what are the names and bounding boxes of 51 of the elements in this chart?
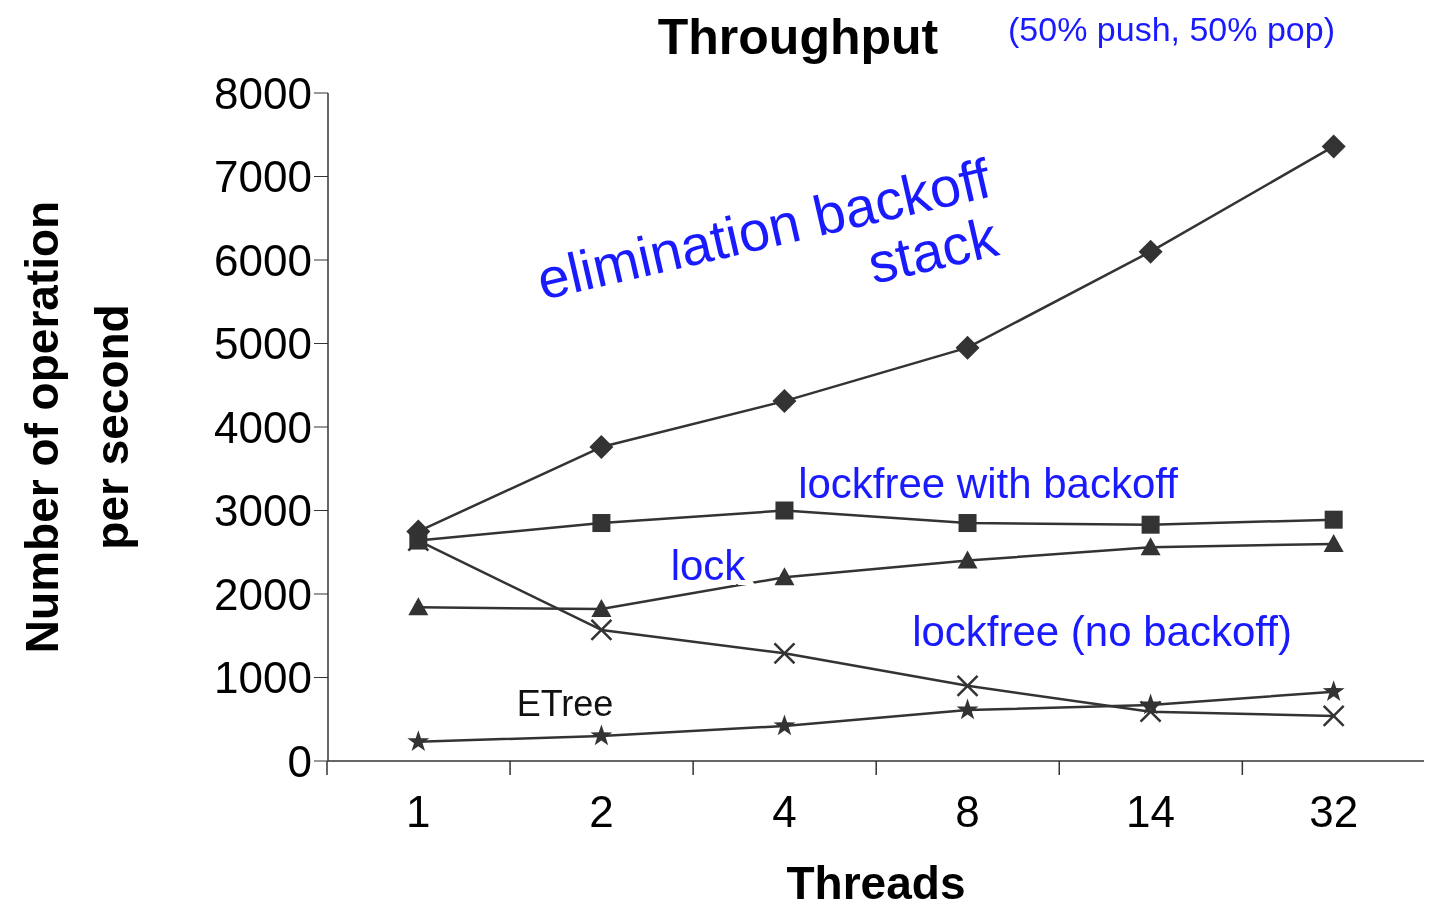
point xyxy=(772,389,797,414)
x-tick-label: 2 xyxy=(589,787,614,836)
x-axis-title: Threads xyxy=(786,857,966,909)
point xyxy=(1324,510,1343,529)
point xyxy=(407,730,430,752)
series-label: ETree xyxy=(516,683,614,724)
chart-title: Throughput xyxy=(657,9,939,65)
x-tick-label: 14 xyxy=(1126,787,1176,836)
x-tick-label: 8 xyxy=(955,787,980,836)
point xyxy=(773,714,796,736)
point xyxy=(1139,700,1162,723)
point xyxy=(956,674,979,698)
y-tick-label: 5000 xyxy=(214,319,312,369)
point xyxy=(1140,537,1161,556)
point xyxy=(590,618,613,642)
point xyxy=(958,514,977,533)
point xyxy=(1323,533,1344,552)
point xyxy=(957,550,978,569)
x-tick-label: 4 xyxy=(772,787,797,836)
point xyxy=(590,724,613,746)
y-axis-title: Number of operation per second xyxy=(16,200,138,654)
point xyxy=(1321,134,1346,159)
point xyxy=(956,698,979,720)
y-tick-label: 8000 xyxy=(214,68,312,118)
point xyxy=(773,642,796,665)
point xyxy=(591,599,612,618)
point xyxy=(1322,680,1345,701)
point xyxy=(1141,515,1160,534)
series-label: lockfree (no backoff) xyxy=(912,608,1292,655)
x-tick-label: 32 xyxy=(1309,787,1359,836)
point xyxy=(1322,704,1345,728)
y-tick-label: 0 xyxy=(287,736,312,786)
y-tick-label: 7000 xyxy=(214,152,312,202)
point xyxy=(774,567,795,586)
point xyxy=(408,597,429,616)
point xyxy=(775,501,794,520)
point xyxy=(955,335,980,360)
text: elimination backoff stack xyxy=(531,146,1005,312)
y-tick-label: 3000 xyxy=(214,486,312,536)
y-tick-label: 1000 xyxy=(214,653,312,703)
x-tick-label: 1 xyxy=(406,787,431,836)
y-tick-label: 6000 xyxy=(214,235,312,285)
y-tick-label: 4000 xyxy=(214,402,312,452)
point xyxy=(1139,693,1162,715)
series-label: lock xyxy=(670,542,747,589)
point xyxy=(592,514,611,533)
point xyxy=(589,435,614,460)
series-label: lockfree with backoff xyxy=(798,460,1179,507)
point xyxy=(1138,239,1163,264)
y-tick-label: 2000 xyxy=(214,569,312,619)
chart-subtitle: (50% push, 50% pop) xyxy=(1008,10,1335,49)
